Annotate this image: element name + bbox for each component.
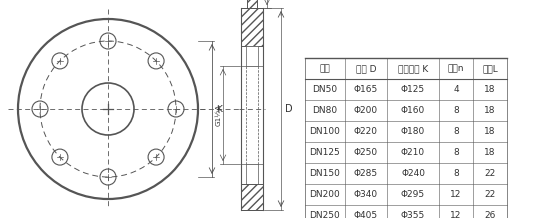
Text: Φ405: Φ405	[354, 211, 378, 218]
Text: 18: 18	[484, 106, 496, 115]
Text: Φ165: Φ165	[354, 85, 378, 94]
Text: Φ250: Φ250	[354, 148, 378, 157]
Text: DN80: DN80	[312, 106, 338, 115]
Text: Φ160: Φ160	[401, 106, 425, 115]
Text: DN250: DN250	[310, 211, 340, 218]
Text: 4: 4	[453, 85, 459, 94]
Text: 外径 D: 外径 D	[356, 64, 376, 73]
Bar	[241, 184, 263, 210]
Text: Φ355: Φ355	[401, 211, 425, 218]
Bar	[247, 0, 257, 8]
Text: DN50: DN50	[312, 85, 338, 94]
Text: G1½A: G1½A	[216, 104, 222, 126]
Text: 规格: 规格	[320, 64, 331, 73]
Text: Φ180: Φ180	[401, 127, 425, 136]
Text: 孔数n: 孔数n	[448, 64, 464, 73]
Text: 18: 18	[484, 127, 496, 136]
Text: 8: 8	[453, 106, 459, 115]
Text: 22: 22	[485, 190, 496, 199]
Text: K: K	[216, 104, 222, 114]
Bar	[241, 8, 263, 46]
Text: Φ200: Φ200	[354, 106, 378, 115]
Text: DN200: DN200	[310, 190, 340, 199]
Text: 22: 22	[485, 169, 496, 178]
Text: 12: 12	[450, 211, 461, 218]
Text: Φ295: Φ295	[401, 190, 425, 199]
Text: Φ125: Φ125	[401, 85, 425, 94]
Text: Φ240: Φ240	[401, 169, 425, 178]
Text: DN150: DN150	[310, 169, 340, 178]
Text: 8: 8	[453, 127, 459, 136]
Text: 8: 8	[453, 169, 459, 178]
Text: 18: 18	[484, 85, 496, 94]
Text: 12: 12	[450, 190, 461, 199]
Bar	[246, 46, 258, 66]
Bar	[246, 164, 258, 184]
Text: DN100: DN100	[310, 127, 340, 136]
Text: Φ340: Φ340	[354, 190, 378, 199]
Text: 8: 8	[453, 148, 459, 157]
Text: 中心孔距 K: 中心孔距 K	[398, 64, 428, 73]
Text: 孔径L: 孔径L	[482, 64, 498, 73]
Text: DN125: DN125	[310, 148, 340, 157]
Text: Φ210: Φ210	[401, 148, 425, 157]
Text: Φ220: Φ220	[354, 127, 378, 136]
Text: 18: 18	[484, 148, 496, 157]
Text: D: D	[285, 104, 293, 114]
Text: 26: 26	[485, 211, 496, 218]
Text: Φ285: Φ285	[354, 169, 378, 178]
